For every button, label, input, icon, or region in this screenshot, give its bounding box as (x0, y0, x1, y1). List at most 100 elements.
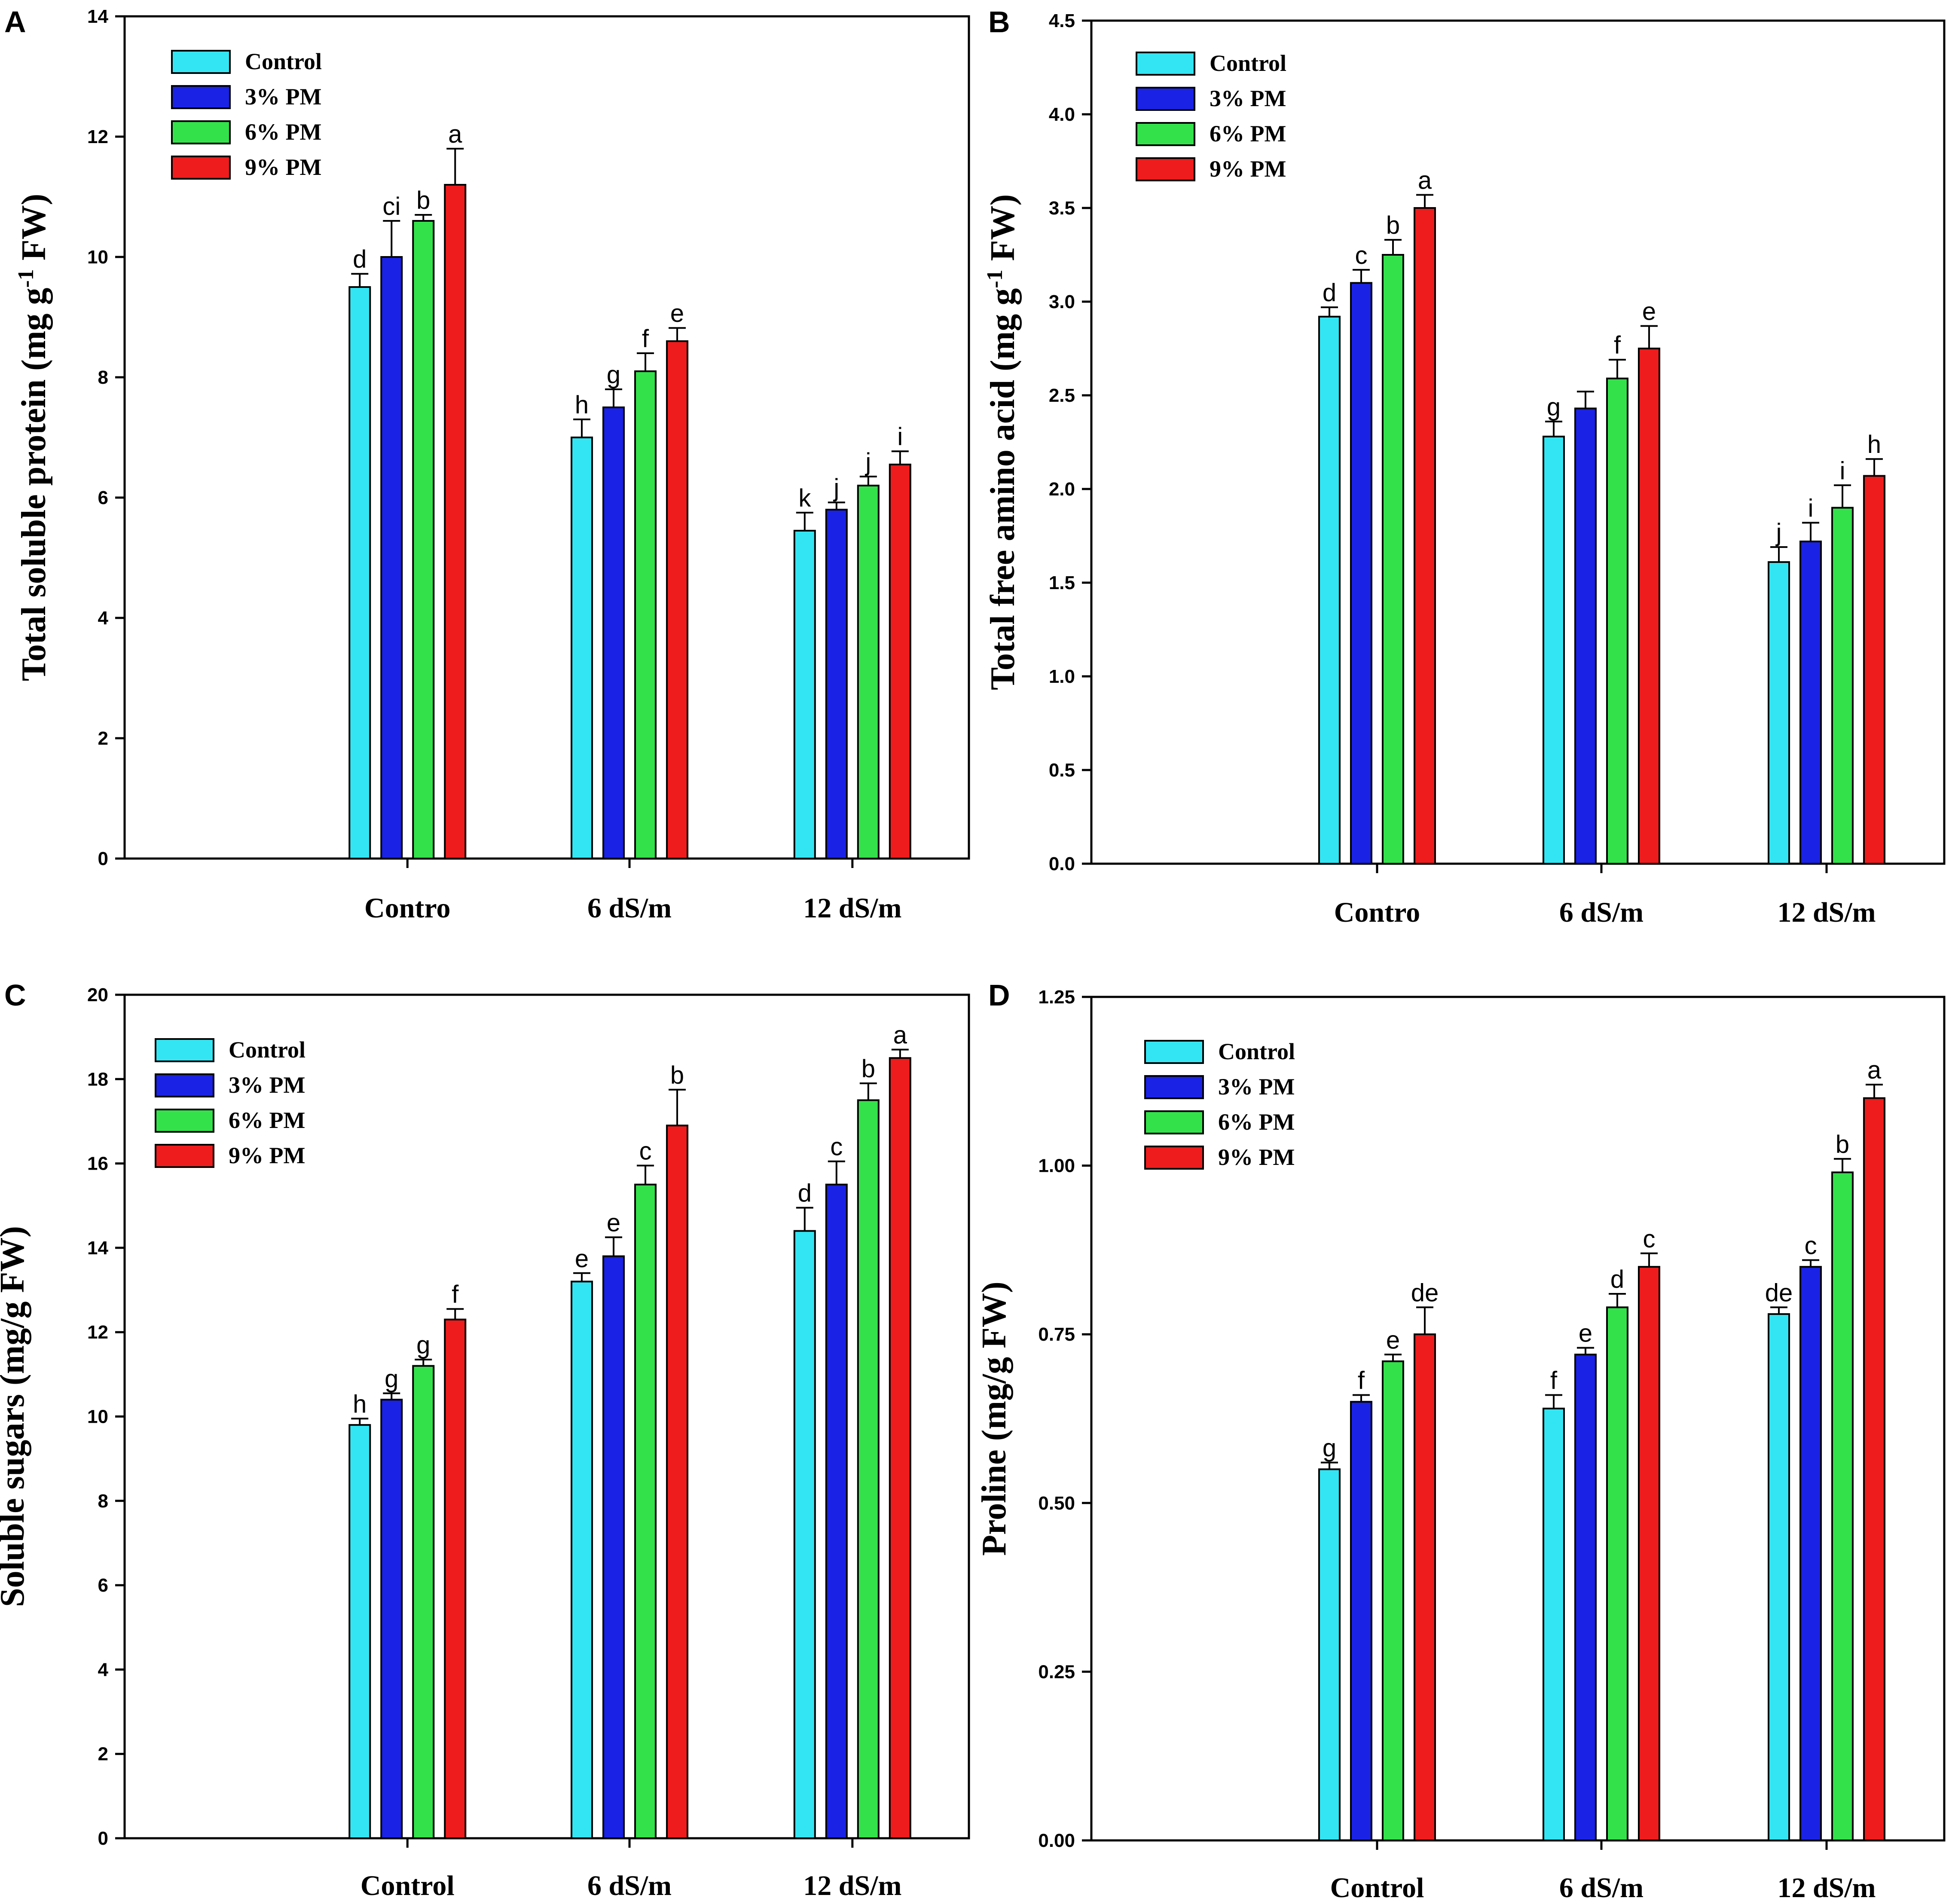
significance-label: j (1775, 519, 1782, 547)
bar (1799, 541, 1822, 865)
significance-label: g (385, 1365, 398, 1393)
bar (1863, 1097, 1886, 1841)
significance-label: i (1840, 457, 1845, 485)
legend-swatch (1144, 1075, 1204, 1099)
y-tick-label: 18 (87, 1069, 108, 1090)
y-tick-label: 14 (87, 1238, 108, 1259)
x-category-label: Control (1330, 1872, 1424, 1904)
significance-label: g (607, 361, 620, 389)
panel-letter: A (4, 5, 26, 39)
bar (1606, 1306, 1629, 1841)
significance-label: e (1642, 298, 1656, 326)
y-tick-label: 4.0 (1049, 104, 1075, 125)
y-tick-label: 16 (87, 1153, 108, 1174)
y-tick-label: 4 (98, 1659, 109, 1680)
legend-label: Control (229, 1037, 305, 1063)
y-tick-label: 6 (98, 487, 108, 508)
x-category-label: 12 dS/m (1777, 897, 1876, 928)
y-tick-label: 2 (98, 728, 108, 749)
significance-label: f (1358, 1367, 1365, 1395)
bar (380, 256, 403, 859)
significance-label: f (452, 1281, 459, 1308)
bar (889, 1057, 911, 1840)
y-tick-label: 2.0 (1049, 479, 1075, 500)
significance-label: b (416, 186, 430, 214)
bar (1799, 1266, 1822, 1841)
legend-label: 9% PM (1210, 156, 1286, 182)
x-category-label: 6 dS/m (1559, 897, 1643, 928)
bar (1606, 377, 1629, 865)
x-category-label: 6 dS/m (1559, 1872, 1643, 1904)
significance-label: i (1808, 494, 1814, 522)
legend-swatch (171, 156, 231, 180)
y-axis-title-main: Soluble sugars (mg/g FW) (0, 1226, 31, 1607)
bar (348, 1424, 371, 1839)
legend-swatch (171, 50, 231, 74)
legend-label: Control (1218, 1039, 1295, 1064)
y-tick-label: 0.50 (1038, 1493, 1075, 1514)
y-tick-label: 0 (98, 1828, 108, 1849)
bar (1831, 507, 1854, 865)
significance-label: i (897, 423, 903, 451)
significance-label: j (833, 474, 839, 502)
significance-label: h (575, 391, 589, 419)
bar (444, 184, 467, 859)
legend-label: 6% PM (1210, 121, 1286, 147)
bar (444, 1318, 467, 1839)
x-category-label: Control (360, 1870, 455, 1901)
chart-panel-c: C 0 2 4 6 8 10 12 14 16 18 20 Soluble sugars (mg/g F… (0, 978, 970, 1901)
bar (1638, 1266, 1661, 1841)
y-tick-label: 12 (87, 1322, 108, 1343)
bar (412, 1365, 435, 1839)
x-category-label: 6 dS/m (587, 892, 672, 924)
bar (1574, 407, 1597, 865)
bar (889, 464, 911, 859)
y-tick-label: 10 (87, 1406, 108, 1427)
legend-label: 3% PM (229, 1072, 305, 1098)
legend: Control 3% PM 6% PM 9% PM (1136, 50, 1286, 182)
significance-label: b (861, 1055, 875, 1083)
significance-label: a (1418, 166, 1432, 194)
bar (1350, 282, 1372, 865)
legend-swatch (1144, 1146, 1204, 1170)
y-tick-label: 6 (98, 1575, 108, 1596)
y-tick-label: 3.5 (1049, 198, 1075, 219)
y-axis-title-end: FW) (15, 194, 53, 269)
significance-label: k (798, 484, 811, 512)
bar (1863, 475, 1886, 865)
significance-label: c (1643, 1225, 1656, 1253)
bar (1381, 254, 1404, 865)
legend: Control 3% PM 6% PM 9% PM (155, 1037, 305, 1168)
bar (1638, 348, 1661, 865)
bar (571, 437, 593, 859)
significance-label: f (1614, 331, 1621, 359)
legend-swatch (155, 1144, 214, 1168)
x-category-label: 12 dS/m (1777, 1872, 1876, 1904)
bar (1413, 1333, 1436, 1841)
bar (1543, 435, 1565, 865)
x-category-label: 12 dS/m (803, 1870, 901, 1901)
bar (1831, 1171, 1854, 1841)
chart-panel-a: A 0 2 4 6 8 10 12 14 Total soluble protein (mg g-… (4, 5, 970, 924)
legend-label: 9% PM (245, 154, 321, 180)
bar (1543, 1407, 1565, 1842)
y-tick-label: 0.0 (1049, 853, 1075, 874)
legend-label: 9% PM (1218, 1144, 1295, 1170)
y-tick-label: 1.25 (1038, 987, 1075, 1008)
legend-label: 3% PM (1210, 86, 1286, 111)
y-tick-label: 4 (98, 608, 109, 629)
x-category-label: Contro (364, 892, 450, 924)
significance-label: h (353, 1390, 367, 1418)
significance-label: g (416, 1331, 430, 1359)
legend-swatch (1144, 1040, 1204, 1064)
y-tick-label: 2 (98, 1744, 108, 1765)
y-tick-label: 14 (87, 6, 108, 27)
significance-label: a (1867, 1056, 1882, 1084)
significance-label: e (1579, 1320, 1592, 1348)
y-tick-label: 1.0 (1049, 666, 1075, 687)
y-axis-title-main: Total free amino acid (mg g (984, 288, 1022, 690)
y-tick-label: 4.5 (1049, 10, 1075, 31)
y-tick-label: 0.5 (1049, 760, 1075, 781)
plot-frame (1090, 19, 1946, 865)
